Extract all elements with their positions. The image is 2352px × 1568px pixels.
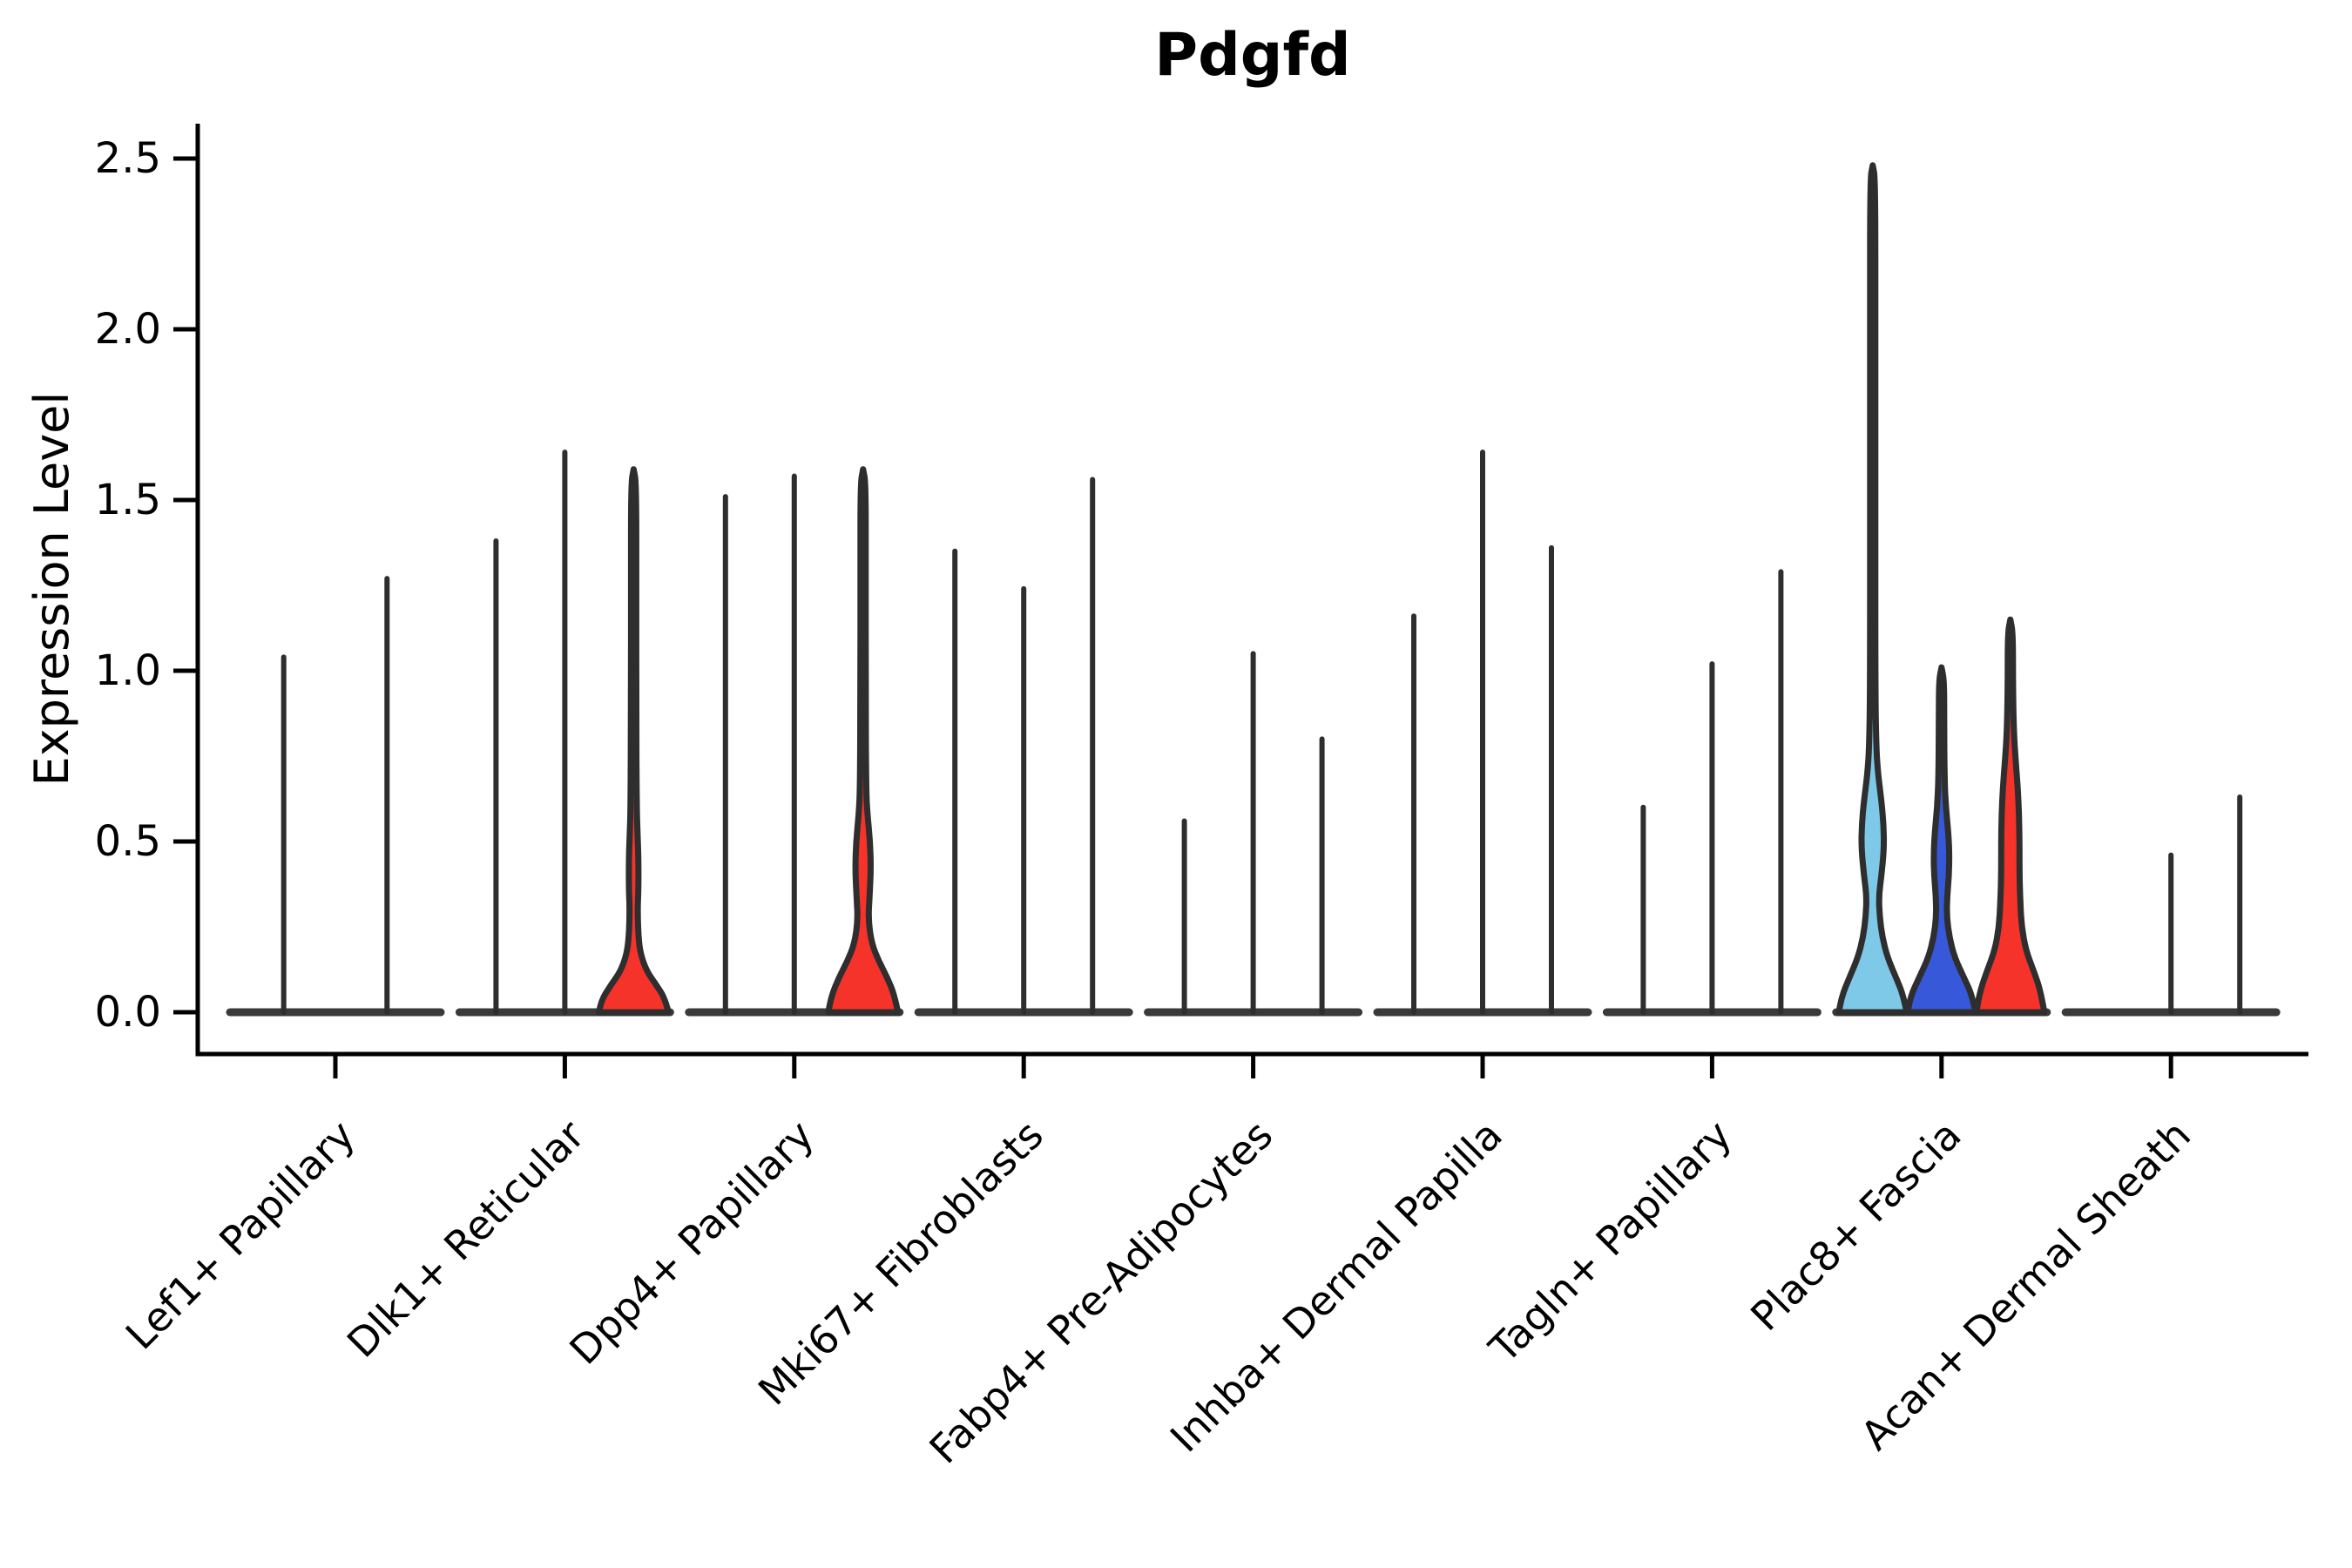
violin-body [1835, 162, 1910, 1016]
y-axis-title: Expression Level [24, 391, 79, 787]
y-tick-label: 0.0 [95, 988, 161, 1037]
x-category-label: Dlk1+ Reticular [338, 1112, 593, 1367]
x-category-label: Dpp4+ Papillary [560, 1112, 822, 1374]
x-category-label: Lef1+ Papillary [117, 1112, 364, 1359]
violin-body [595, 466, 672, 1016]
y-tick-label: 2.5 [95, 134, 161, 183]
violin-body [1904, 664, 1979, 1016]
violin-body [1973, 616, 2048, 1016]
y-tick-label: 2.0 [95, 305, 161, 354]
y-tick-label: 1.5 [95, 476, 161, 524]
x-category-label: Tagln+ Papillary [1480, 1112, 1741, 1373]
y-tick-label: 0.5 [95, 817, 161, 866]
x-category-label: Plac8+ Fascia [1741, 1112, 1970, 1340]
violin-body [825, 466, 902, 1016]
chart-title: Pdgfd [1154, 21, 1351, 90]
y-tick-label: 1.0 [95, 646, 161, 695]
